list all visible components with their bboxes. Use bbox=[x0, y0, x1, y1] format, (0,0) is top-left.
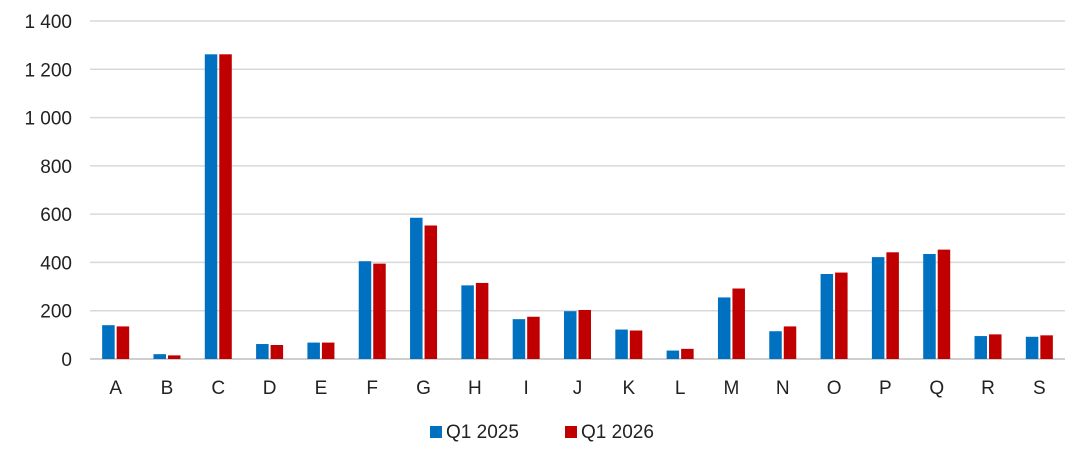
y-tick-label: 1 200 bbox=[24, 60, 72, 81]
x-tick-label: H bbox=[468, 378, 482, 399]
bar-b-series-1 bbox=[153, 354, 166, 359]
bar-q-series-1 bbox=[923, 253, 936, 359]
x-tick-label: F bbox=[366, 378, 378, 399]
bar-l-series-2 bbox=[681, 348, 694, 359]
bar-o-series-2 bbox=[835, 272, 848, 359]
bar-g-series-1 bbox=[410, 217, 423, 359]
x-tick-label: G bbox=[416, 378, 431, 399]
bar-k-series-2 bbox=[629, 330, 643, 359]
bar-i-series-2 bbox=[527, 316, 540, 359]
x-axis: A B C D E F G H I J K L M N O P Q R S bbox=[109, 378, 1045, 399]
y-tick-label: 200 bbox=[40, 302, 72, 323]
bar-l-series-1 bbox=[666, 350, 680, 359]
x-tick-label: E bbox=[315, 378, 328, 399]
bar-s-series-2 bbox=[1040, 335, 1053, 359]
bar-g-series-2 bbox=[424, 225, 438, 359]
bar-o-series-1 bbox=[820, 274, 834, 359]
legend-label-series-1: Q1 2025 bbox=[446, 422, 519, 443]
bars bbox=[102, 54, 1053, 360]
x-tick-label: O bbox=[827, 378, 842, 399]
bar-j-series-1 bbox=[564, 311, 577, 359]
bar-k-series-1 bbox=[615, 329, 628, 359]
bar-c-series-2 bbox=[219, 54, 232, 360]
x-tick-label: D bbox=[263, 378, 277, 399]
y-tick-label: 800 bbox=[40, 157, 72, 178]
bar-e-series-2 bbox=[321, 342, 335, 359]
bar-q-series-2 bbox=[937, 249, 951, 359]
x-tick-label: L bbox=[675, 378, 686, 399]
bar-j-series-2 bbox=[578, 309, 591, 359]
legend: Q1 2025 Q1 2026 bbox=[430, 422, 654, 443]
bar-s-series-1 bbox=[1025, 336, 1039, 359]
legend-swatch-series-1 bbox=[430, 426, 442, 438]
bar-h-series-2 bbox=[475, 282, 489, 359]
bar-e-series-1 bbox=[307, 342, 320, 359]
y-tick-label: 1 400 bbox=[24, 12, 72, 33]
bar-d-series-1 bbox=[256, 344, 269, 359]
y-tick-label: 0 bbox=[61, 350, 72, 371]
y-tick-label: 600 bbox=[40, 205, 72, 226]
bar-a-series-1 bbox=[102, 325, 115, 359]
bar-m-series-1 bbox=[717, 297, 731, 359]
x-tick-label: N bbox=[776, 378, 790, 399]
x-tick-label: I bbox=[524, 378, 529, 399]
x-tick-label: S bbox=[1033, 378, 1046, 399]
x-tick-label: K bbox=[622, 378, 635, 399]
bar-n-series-1 bbox=[769, 331, 782, 359]
bar-f-series-2 bbox=[373, 263, 386, 359]
x-tick-label: C bbox=[211, 378, 225, 399]
legend-swatch-series-2 bbox=[565, 426, 577, 438]
bar-p-series-1 bbox=[871, 257, 885, 359]
gridlines bbox=[90, 20, 1065, 360]
bar-n-series-2 bbox=[783, 326, 797, 359]
bar-b-series-2 bbox=[167, 355, 181, 359]
bar-r-series-1 bbox=[974, 336, 988, 359]
bar-d-series-2 bbox=[270, 344, 284, 359]
x-tick-label: Q bbox=[929, 378, 944, 399]
bar-p-series-2 bbox=[886, 252, 899, 359]
bar-f-series-1 bbox=[358, 261, 372, 359]
legend-label-series-2: Q1 2026 bbox=[581, 422, 654, 443]
x-tick-label: B bbox=[161, 378, 174, 399]
bar-r-series-2 bbox=[989, 334, 1002, 359]
x-tick-label: P bbox=[879, 378, 892, 399]
y-tick-label: 1 000 bbox=[24, 109, 72, 130]
x-tick-label: J bbox=[573, 378, 583, 399]
bar-a-series-2 bbox=[116, 326, 130, 359]
bar-c-series-1 bbox=[204, 54, 218, 360]
y-tick-label: 400 bbox=[40, 253, 72, 274]
x-tick-label: A bbox=[109, 378, 122, 399]
y-axis: 0 200 400 600 800 1 000 1 200 1 400 bbox=[24, 12, 72, 371]
bar-m-series-2 bbox=[732, 288, 745, 359]
x-tick-label: M bbox=[724, 378, 740, 399]
x-tick-label: R bbox=[981, 378, 995, 399]
bar-h-series-1 bbox=[461, 285, 474, 359]
bar-i-series-1 bbox=[512, 319, 526, 359]
